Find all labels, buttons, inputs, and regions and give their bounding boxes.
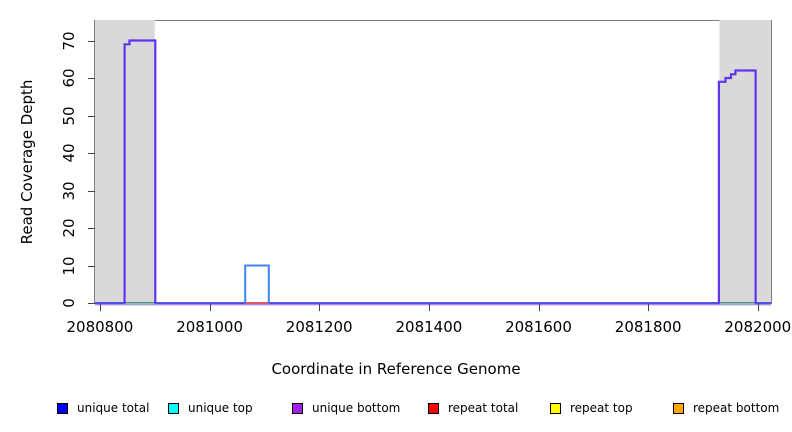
legend-label: repeat top: [570, 401, 633, 415]
x-axis-label: Coordinate in Reference Genome: [271, 360, 521, 378]
peak-middle-outline: [244, 264, 270, 303]
legend-swatch-repeat-bottom: [673, 402, 684, 414]
legend-item-unique-top: unique top: [168, 401, 253, 415]
x-tick: [99, 304, 101, 311]
legend-item-unique-total: unique total: [57, 401, 149, 415]
peak-right-outline: [717, 69, 757, 303]
shaded-region: [719, 20, 771, 303]
x-tick: [209, 304, 211, 311]
plot-svg: [95, 20, 771, 306]
x-tick-label: 2082000: [724, 318, 792, 336]
legend-swatch-repeat-top: [550, 402, 561, 414]
legend-item-unique-bottom: unique bottom: [292, 401, 400, 415]
x-tick: [319, 304, 321, 311]
x-tick-label: 2081600: [505, 318, 572, 336]
x-tick-label: 2080800: [66, 318, 134, 336]
y-tick: [88, 303, 95, 304]
x-tick: [757, 304, 759, 311]
y-tick: [88, 115, 95, 117]
x-tick: [428, 304, 430, 311]
legend-label: unique top: [188, 401, 253, 415]
legend-swatch-repeat-total: [428, 402, 439, 414]
y-tick: [88, 228, 95, 229]
x-tick-label: 2081000: [176, 318, 243, 336]
y-tick: [88, 190, 95, 192]
legend-label: unique total: [77, 401, 150, 415]
legend-item-repeat-top: repeat top: [550, 401, 633, 415]
legend-label: repeat bottom: [693, 401, 780, 415]
legend-swatch-unique-total: [57, 402, 68, 414]
y-tick: [88, 265, 95, 267]
x-tick: [538, 304, 540, 311]
y-tick: [88, 78, 95, 79]
legend-label: unique bottom: [312, 401, 401, 415]
legend-label: repeat total: [448, 401, 519, 415]
x-tick-label: 2081400: [395, 318, 463, 336]
y-tick: [88, 153, 95, 154]
y-tick: [88, 40, 95, 42]
x-tick-label: 2081200: [285, 318, 353, 336]
legend-swatch-unique-bottom: [292, 402, 303, 414]
legend-item-repeat-total: repeat total: [428, 401, 518, 415]
x-tick: [648, 304, 650, 311]
x-tick-label: 2081800: [614, 318, 682, 336]
legend-item-repeat-bottom: repeat bottom: [673, 401, 779, 415]
peak-left-outline: [123, 39, 157, 303]
legend-swatch-unique-top: [168, 402, 179, 414]
plot-area: [94, 20, 772, 306]
